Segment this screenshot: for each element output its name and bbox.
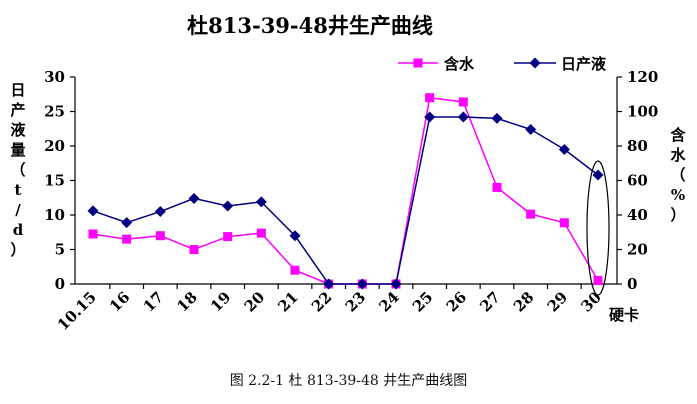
water-cut-point [189,245,199,254]
water-cut-point [122,234,132,244]
left-tick-label: 0 [55,275,65,293]
right-tick-label: 0 [627,275,637,293]
axis-label-char: 量 [10,141,25,159]
x-tick-label: 21 [274,288,301,315]
series-line-water-cut [92,96,599,285]
x-tick-label: 23 [342,288,369,315]
legend-item-daily-liquid: 日产液 [514,55,607,73]
legend-daily-liquid-label: 日产液 [561,55,607,73]
right-tick-label: 80 [627,137,648,155]
legend: 含水 日产液 [398,55,607,73]
axis-label-char: （ [670,166,685,184]
right-tick-label: 20 [627,241,648,259]
water-cut-point [290,265,300,275]
x-tick-label: 29 [544,288,571,315]
daily-liquid-point [188,192,200,204]
left-tick-label: 15 [44,172,65,190]
x-tick-label: 27 [476,288,503,315]
axis-label-char: 液 [10,121,26,139]
x-tick-label: 18 [173,288,200,315]
left-tick-label: 5 [55,241,65,259]
x-tick-label: 10.15 [54,288,100,334]
x-tick-label: 25 [409,288,436,315]
legend-water-cut-marker [413,58,423,68]
water-cut-point [223,232,233,242]
axis-label-char: / [15,201,21,219]
left-tick-label: 10 [44,206,65,224]
x-tick-label: 19 [207,288,234,315]
x-tick-label: 26 [443,288,470,315]
left-tick-label: 20 [44,137,65,155]
right-axis-label: 含水 （% ） [670,126,686,224]
series-group [87,93,604,290]
x-tick-label: 22 [308,288,335,315]
legend-water-cut-label: 含水 [444,55,475,73]
x-tick-label: 24 [375,288,402,315]
left-tick-label: 30 [44,68,65,86]
x-tick-label: 20 [241,288,268,315]
axis-label-char: t [15,181,22,199]
x-ticks: 10.15 16 17 18 19 20 21 22 23 24 25 26 27 28 29 30 [54,284,605,334]
water-cut-point [256,228,266,238]
axis-label-char: ） [10,241,25,259]
x-tick-label: 16 [106,288,133,315]
legend-item-water-cut: 含水 [398,55,475,73]
axis-label-char: 产 [10,101,25,119]
axis-label-char: 水 [670,146,686,164]
daily-liquid-point [154,206,166,218]
left-axis-label: 日产液量 （ t / d ） [10,81,26,259]
left-tick-label: 25 [44,103,65,121]
right-ticks: 0 20 40 60 80 100 120 [617,68,658,293]
daily-liquid-point [222,200,234,212]
axis-label-char: 含 [670,126,686,144]
water-cut-point [492,182,502,192]
right-tick-label: 60 [627,172,648,190]
left-ticks: 0 5 10 15 20 25 30 [44,68,75,293]
water-cut-point [593,276,603,286]
daily-liquid-point [390,278,402,290]
water-cut-point [425,93,435,103]
water-cut-point [88,229,98,239]
x-tick-label: 17 [140,288,167,315]
daily-liquid-point [289,230,301,242]
daily-liquid-point [525,123,537,135]
daily-liquid-point [491,112,503,124]
axis-label-char: ） [670,206,685,224]
daily-liquid-point [121,217,133,229]
series-line-daily-liquid [92,116,599,285]
daily-liquid-point [323,278,335,290]
axis-label-char: % [671,186,685,204]
right-tick-label: 100 [627,103,658,121]
daily-liquid-point [457,111,469,123]
highlight-ellipse [586,160,610,296]
chart-title: 杜813-39-48井生产曲线 [187,13,433,38]
x-tick-label: 28 [510,288,537,315]
daily-liquid-point [424,111,436,123]
daily-liquid-point [356,278,368,290]
figure-caption: 图 2.2-1 杜 813-39-48 井生产曲线图 [229,373,468,389]
daily-liquid-point [592,169,604,181]
annotation-label: 硬卡 [609,306,639,324]
right-tick-label: 120 [627,68,658,86]
daily-liquid-point [87,205,99,217]
daily-liquid-point [255,196,267,208]
axis-label-char: 日 [10,81,25,99]
water-cut-point [458,97,468,107]
water-cut-point [526,209,536,219]
daily-liquid-point [558,143,570,155]
right-tick-label: 40 [627,206,648,224]
legend-daily-liquid-marker [529,57,541,69]
axis-label-char: d [13,221,24,239]
water-cut-point [155,231,165,241]
axis-label-char: （ [10,161,25,179]
water-cut-point [559,218,569,228]
